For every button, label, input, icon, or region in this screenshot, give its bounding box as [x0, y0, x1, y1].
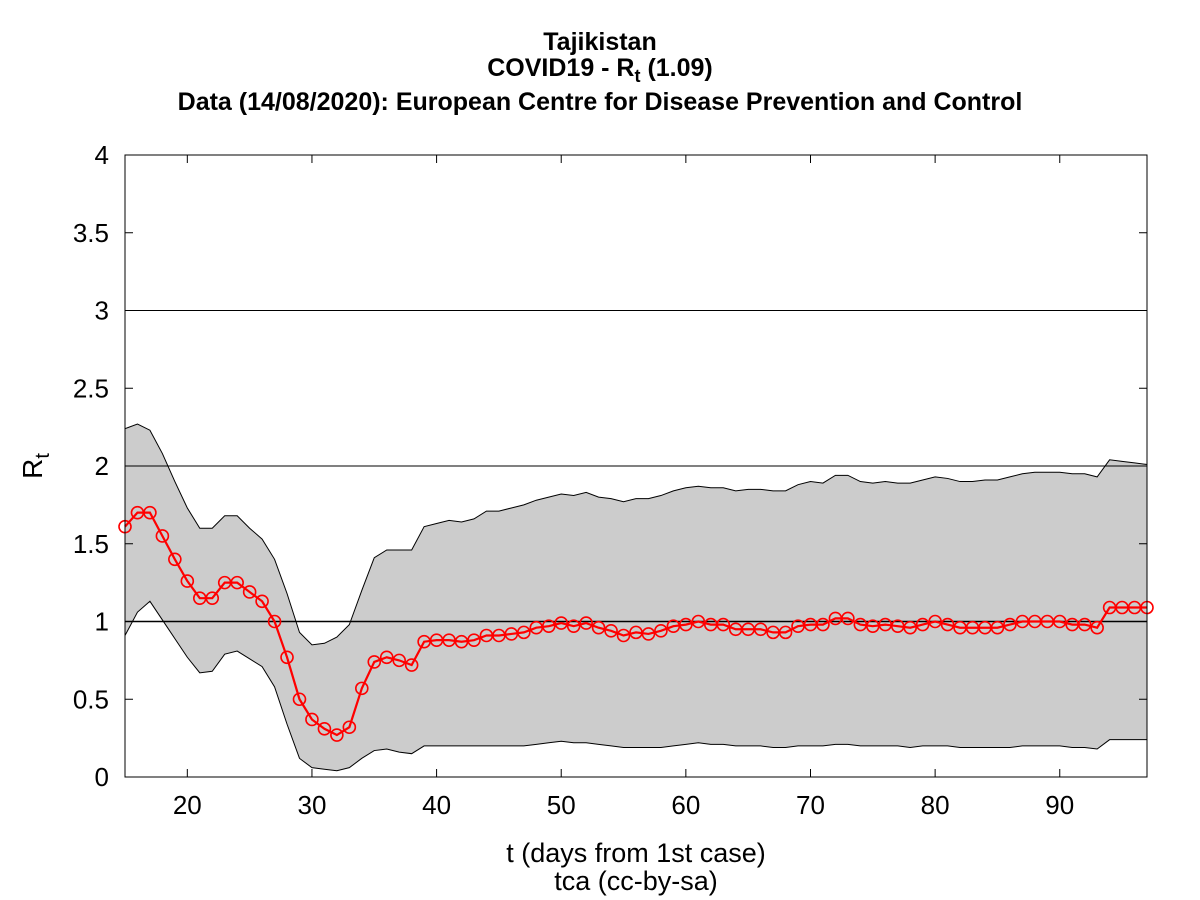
rt-data-point [342, 720, 357, 735]
rt-data-point [355, 681, 369, 696]
reference-lines-layer [125, 310, 1147, 623]
subtitle-subscript: t [634, 66, 641, 86]
series-layer [118, 505, 1154, 742]
rt-data-point [604, 624, 618, 638]
subtitle-suffix: (1.09) [640, 54, 713, 82]
y-tick-label: 2 [95, 451, 109, 481]
chart-title: Tajikistan [543, 28, 657, 56]
rt-data-point [691, 614, 706, 629]
confidence-band-layer [124, 423, 1148, 772]
y-tick-label: 1 [95, 607, 109, 637]
rt-data-point [716, 617, 731, 632]
x-tick-label: 20 [173, 790, 202, 820]
rt-data-point [168, 552, 182, 567]
rt-data-point [841, 611, 855, 626]
y-axis-label-text: Rt [17, 453, 54, 479]
rt-data-point [1003, 617, 1017, 632]
rt-data-point [541, 619, 556, 633]
rt-data-point [816, 617, 830, 632]
y-tick-label: 0.5 [73, 684, 109, 714]
rt-series-line [124, 511, 1147, 737]
rt-data-point [641, 627, 656, 641]
x-tick-label: 40 [422, 790, 451, 820]
y-tick-label: 3 [95, 296, 109, 326]
tick-layer: 20 30 40 50 60 70 80 90 0 0.5 1 1.5 2 2.5 3 3.5 4 [73, 140, 1147, 820]
rt-data-point [753, 622, 768, 637]
rt-data-point [230, 575, 244, 590]
x-tick-label: 30 [297, 790, 326, 820]
rt-data-point [255, 594, 269, 609]
x-tick-label: 60 [671, 790, 700, 820]
chart-source: Data (14/08/2020): European Centre for D… [177, 88, 1023, 116]
chart-subtitle: COVID19 - Rt (1.09) [0, 54, 1200, 87]
rt-data-point [242, 585, 257, 599]
rt-data-point [566, 619, 581, 633]
rt-data-point [267, 614, 282, 629]
rt-data-point [367, 655, 382, 669]
rt-data-point [940, 617, 955, 632]
x-tick-label: 50 [547, 790, 576, 820]
x-axis-label: t (days from 1st case) [506, 838, 766, 868]
rt-data-point [1077, 617, 1092, 632]
rt-data-point [778, 625, 793, 640]
rt-data-point [990, 620, 1005, 635]
y-tick-label: 3.5 [73, 218, 109, 248]
rt-data-point [292, 692, 307, 707]
rt-data-point [392, 653, 406, 668]
rt-data-point [143, 505, 157, 520]
y-tick-label: 4 [95, 140, 109, 170]
rt-data-point [404, 658, 419, 672]
x-tick-label: 70 [796, 790, 825, 820]
rt-data-point [180, 574, 195, 588]
rt-data-point [679, 617, 693, 632]
subtitle-prefix: COVID19 - R [487, 54, 635, 82]
rt-data-point [379, 650, 394, 665]
rt-data-point [330, 728, 344, 742]
rt-data-point [317, 721, 332, 736]
rt-data-point [903, 620, 917, 635]
rt-data-point [1090, 620, 1104, 635]
y-axis-label-main: R [17, 459, 48, 479]
rt-data-point [305, 712, 319, 727]
rt-data-point [155, 529, 170, 543]
rt-data-point [517, 625, 531, 640]
y-axis-label-subscript: t [32, 453, 54, 459]
rt-data-point [554, 616, 569, 630]
rt-data-point [205, 591, 220, 605]
rt-data-point [467, 633, 481, 647]
y-tick-label: 0 [95, 762, 109, 792]
y-tick-label: 1.5 [73, 529, 109, 559]
x-tick-label: 80 [921, 790, 950, 820]
rt-data-point [915, 617, 930, 632]
rt-data-point [579, 616, 593, 630]
confidence-band [124, 423, 1148, 772]
rt-data-point [591, 620, 606, 635]
x-tick-label: 90 [1045, 790, 1074, 820]
rt-data-point [928, 614, 942, 629]
y-axis-label: Rt [17, 453, 54, 479]
rt-data-point [616, 628, 631, 643]
rt-data-point [654, 624, 668, 638]
rt-data-point [280, 650, 294, 665]
rt-data-point [1052, 614, 1067, 629]
credit-label: tca (cc-by-sa) [554, 866, 718, 896]
y-tick-label: 2.5 [73, 373, 109, 403]
